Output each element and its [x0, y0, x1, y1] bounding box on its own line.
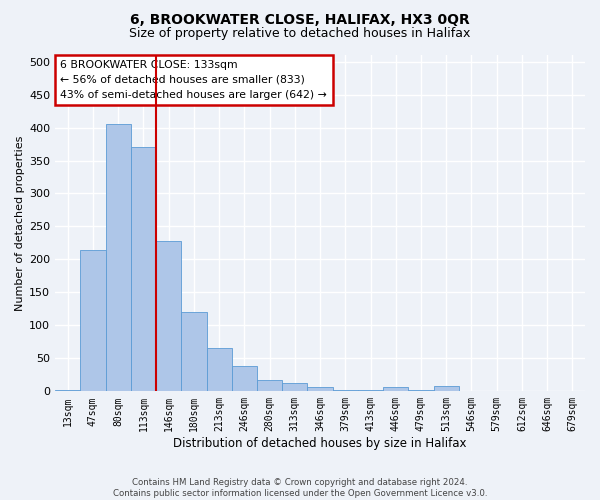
Bar — [156, 241, 181, 392]
Text: 6, BROOKWATER CLOSE, HALIFAX, HX3 0QR: 6, BROOKWATER CLOSE, HALIFAX, HX3 0QR — [130, 12, 470, 26]
Bar — [80, 250, 106, 392]
Bar — [181, 312, 206, 392]
Bar — [484, 390, 509, 392]
Bar — [106, 124, 131, 392]
Bar — [307, 386, 332, 392]
Bar — [434, 386, 459, 392]
Bar — [358, 390, 383, 392]
Text: Size of property relative to detached houses in Halifax: Size of property relative to detached ho… — [130, 28, 470, 40]
Bar — [282, 383, 307, 392]
Bar — [383, 388, 409, 392]
Text: Contains HM Land Registry data © Crown copyright and database right 2024.
Contai: Contains HM Land Registry data © Crown c… — [113, 478, 487, 498]
Bar — [560, 390, 585, 392]
Y-axis label: Number of detached properties: Number of detached properties — [15, 136, 25, 311]
Text: 6 BROOKWATER CLOSE: 133sqm
← 56% of detached houses are smaller (833)
43% of sem: 6 BROOKWATER CLOSE: 133sqm ← 56% of deta… — [61, 60, 327, 100]
Bar — [459, 390, 484, 392]
Bar — [131, 148, 156, 392]
Bar — [55, 390, 80, 392]
Bar — [535, 390, 560, 392]
Bar — [257, 380, 282, 392]
Bar — [232, 366, 257, 392]
Bar — [332, 390, 358, 392]
Bar — [409, 390, 434, 392]
X-axis label: Distribution of detached houses by size in Halifax: Distribution of detached houses by size … — [173, 437, 467, 450]
Bar — [206, 348, 232, 392]
